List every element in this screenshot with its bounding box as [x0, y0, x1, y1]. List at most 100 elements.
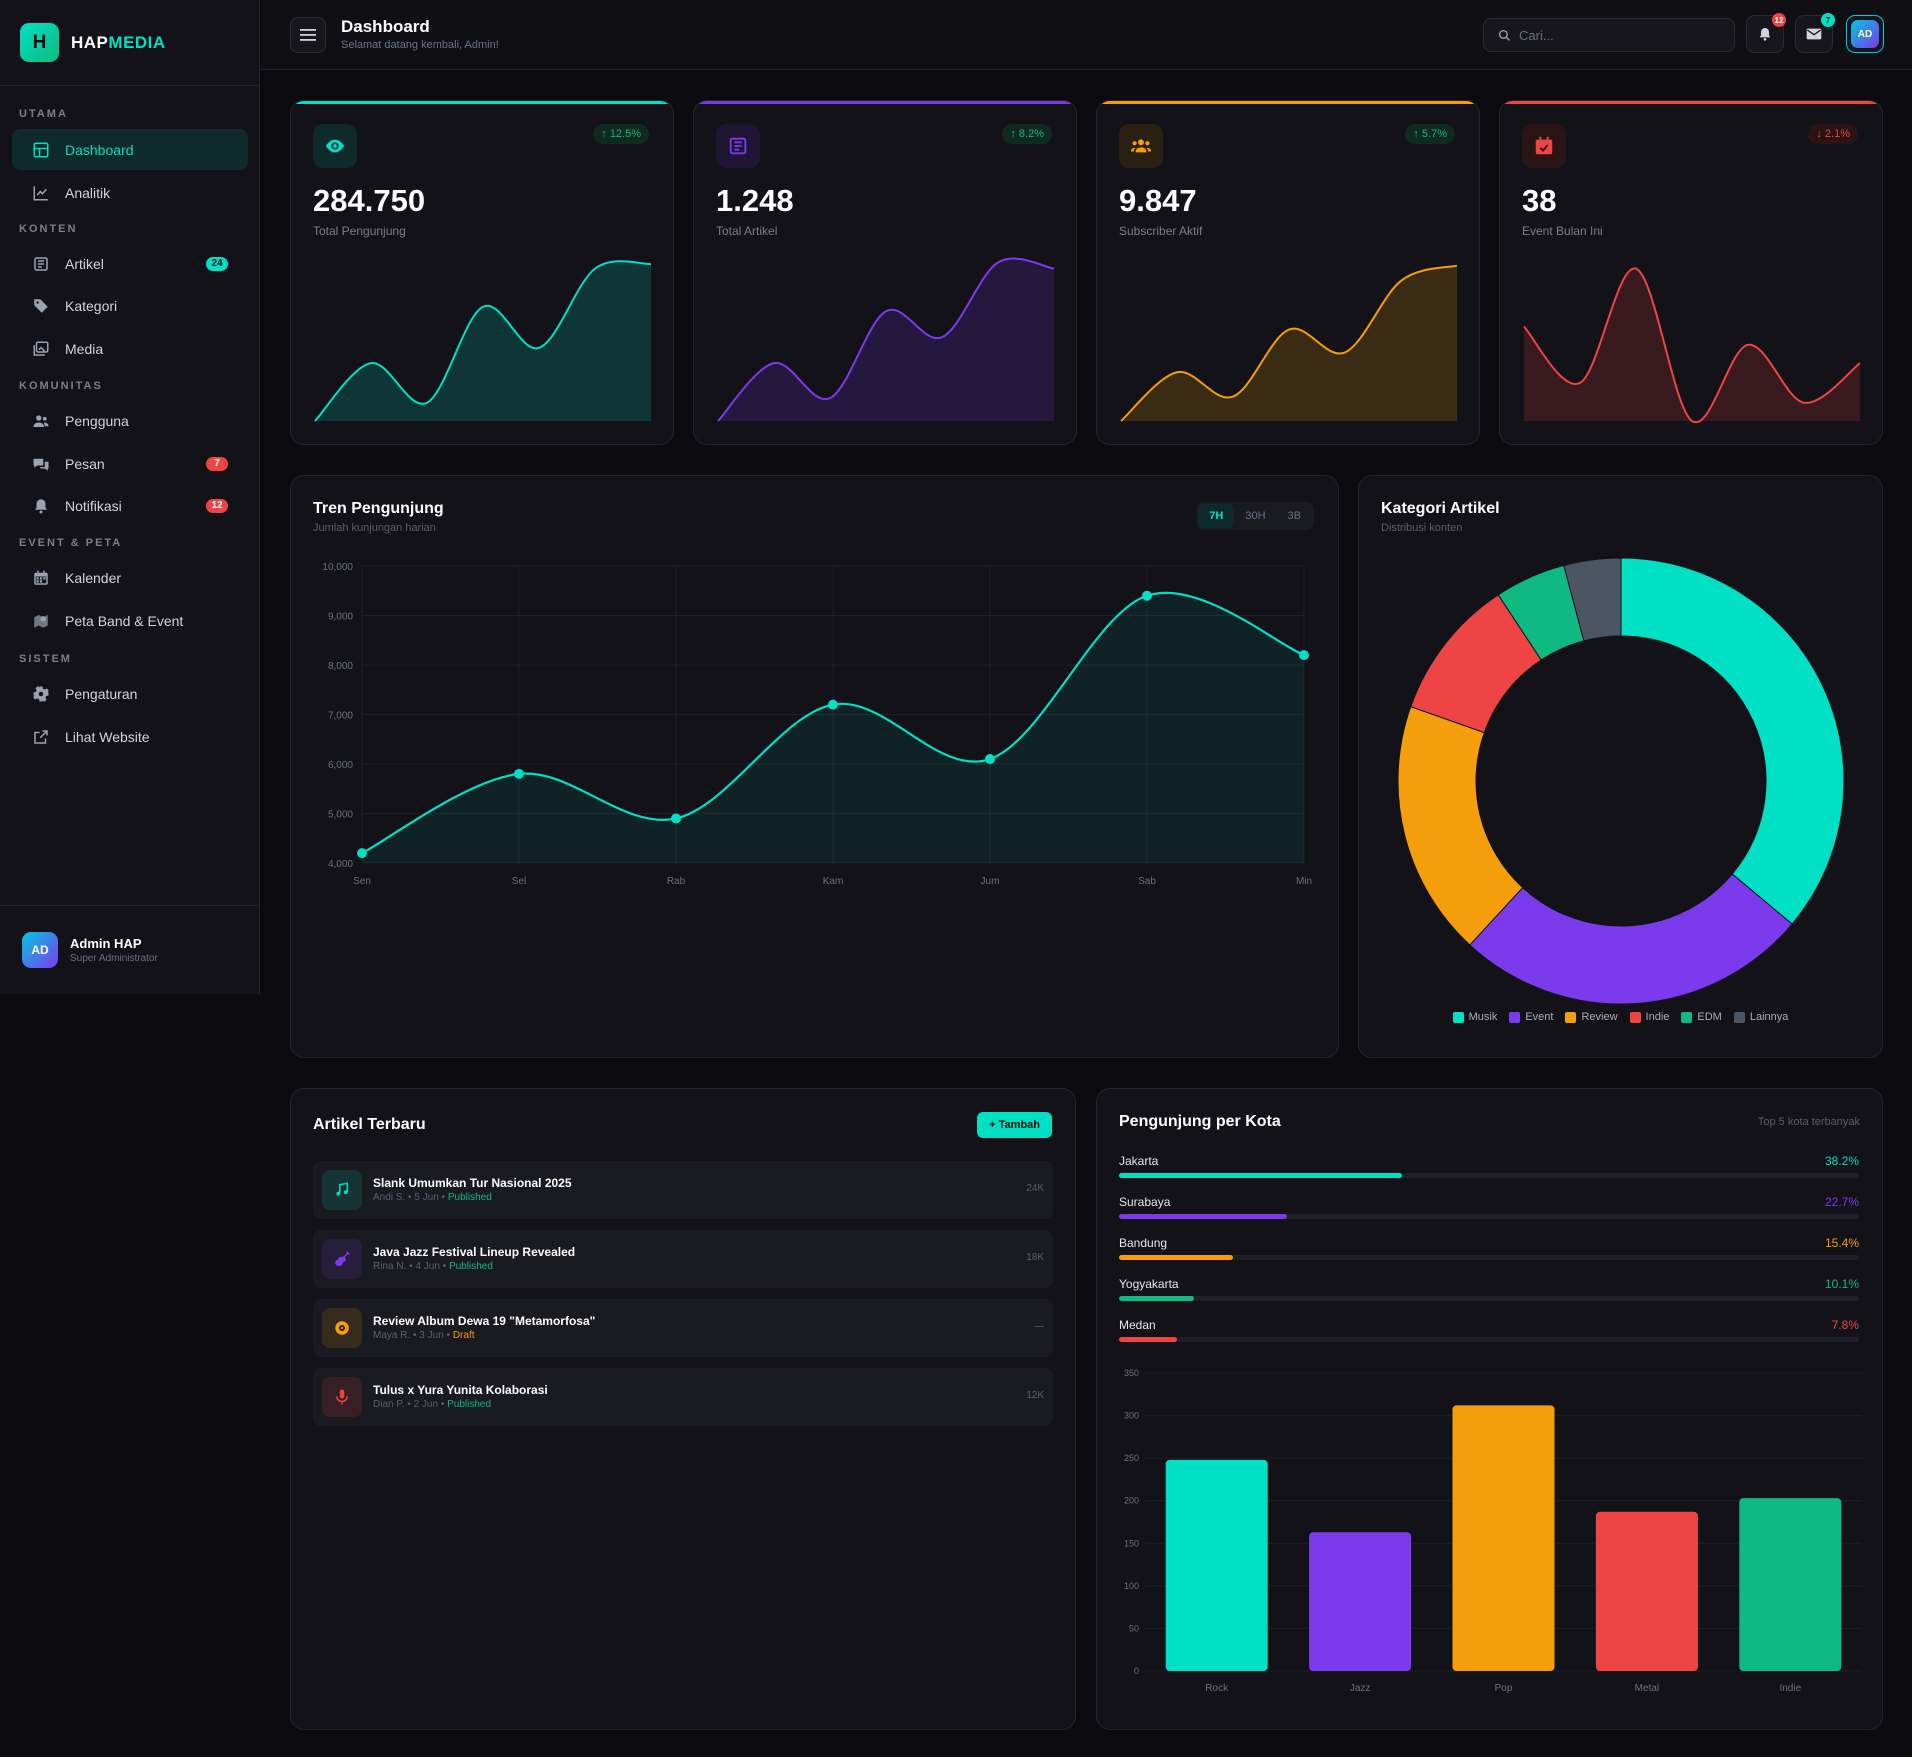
sparkline-chart [717, 257, 1055, 422]
bar-jazz [1309, 1532, 1412, 1671]
gear-icon [31, 684, 51, 704]
sidebar-item-label: Pesan [65, 455, 105, 472]
genre-bar-chart: 0 50 100 150 200 250 300 350 Rock Jazz Pop Metal Ind… [1124, 1368, 1862, 1694]
y-tick-label: 9,000 [328, 612, 353, 623]
article-row[interactable]: Slank Umumkan Tur Nasional 2025 Andi S. … [313, 1161, 1053, 1219]
range-7h-button[interactable]: 7H [1198, 504, 1235, 528]
article-views: 18K [1026, 1252, 1044, 1263]
section-sistem: SISTEM [19, 653, 72, 665]
article-title: Review Album Dewa 19 "Metamorfosa" [373, 1314, 596, 1328]
sidebar-item-label: Kategori [65, 297, 118, 314]
y-tick-label: 100 [1124, 1581, 1139, 1591]
legend-item: Lainnya [1733, 1011, 1788, 1023]
sidebar-item-label: Media [65, 340, 104, 357]
search-box[interactable] [1483, 18, 1735, 52]
donut-legend: Musik Event Review Indie EDM Lainnya [1359, 1011, 1882, 1023]
section-utama: UTAMA [19, 108, 68, 120]
sidebar-item-pengaturan[interactable]: Pengaturan [12, 673, 248, 714]
newspaper-icon [31, 254, 51, 274]
stat-value: 38 [1522, 183, 1557, 218]
menu-toggle-button[interactable] [290, 17, 326, 53]
sparkline-area [718, 258, 1054, 421]
sidebar-item-pesan[interactable]: Pesan 7 [12, 443, 248, 484]
sidebar-item-kategori[interactable]: Kategori [12, 285, 248, 326]
range-30h-button[interactable]: 30H [1245, 510, 1266, 522]
search-icon [1498, 29, 1510, 41]
legend-item: Event [1509, 1011, 1553, 1023]
avatar: AD [22, 932, 58, 968]
article-title: Java Jazz Festival Lineup Revealed [373, 1245, 576, 1259]
article-row[interactable]: Java Jazz Festival Lineup Revealed Rina … [313, 1230, 1053, 1288]
city-row: Yogyakarta 10.1% [1119, 1277, 1859, 1305]
map-icon [31, 611, 51, 631]
range-3b-button[interactable]: 3B [1287, 510, 1301, 522]
articles-card: Artikel Terbaru + Tambah Slank Umumkan T… [290, 1088, 1076, 1730]
sparkline-area [315, 261, 651, 421]
sidebar-item-analitik[interactable]: Analitik [12, 172, 248, 213]
sidebar-item-media[interactable]: Media [12, 328, 248, 369]
sparkline-line [717, 257, 1055, 422]
data-point [514, 768, 524, 779]
city-progress-track [1119, 1296, 1859, 1301]
trend-area [362, 592, 1304, 863]
section-event-peta: EVENT & PETA [19, 537, 123, 549]
sidebar-item-label: Pengguna [65, 412, 129, 429]
city-percent: 38.2% [1824, 1154, 1859, 1168]
legend-item: Review [1565, 1011, 1618, 1023]
city-row: Bandung 15.4% [1119, 1236, 1859, 1264]
sidebar-item-artikel[interactable]: Artikel 24 [12, 243, 248, 284]
sidebar-item-notifikasi[interactable]: Notifikasi 12 [12, 485, 248, 526]
sparkline-line [1523, 267, 1861, 424]
brand[interactable]: H HAPMEDIA [0, 0, 259, 86]
dashboard-icon [31, 140, 51, 160]
mail-badge: 7 [1821, 13, 1835, 27]
change-badge: ↓ 2.1% [1808, 124, 1858, 144]
city-row: Medan 7.8% [1119, 1318, 1859, 1346]
page-title: Dashboard [341, 17, 430, 36]
legend-item: EDM [1681, 1011, 1722, 1023]
city-name: Medan [1119, 1318, 1156, 1332]
search-input[interactable] [1519, 27, 1719, 43]
x-tick-label: Metal [1635, 1683, 1659, 1694]
cities-card: Pengunjung per Kota Top 5 kota terbanyak… [1096, 1088, 1883, 1730]
stat-card-artikel: ↑ 8.2% 1.248 Total Artikel [693, 100, 1077, 445]
range-selector: 7H 30H 3B [1196, 502, 1314, 530]
y-tick-label: 4,000 [328, 859, 353, 870]
avatar-button[interactable]: AD [1846, 15, 1884, 53]
chat-icon [31, 454, 51, 474]
hamburger-icon [300, 29, 316, 41]
notification-badge: 12 [1772, 13, 1786, 27]
logo-icon: H [20, 23, 59, 62]
user-profile[interactable]: AD Admin HAP Super Administrator [0, 905, 260, 994]
trend-line-chart: 4,000 5,000 6,000 7,000 8,000 9,000 10,000 Sen S… [322, 562, 1312, 887]
user-name: Admin HAP [70, 936, 142, 951]
sidebar-item-kalender[interactable]: Kalender [12, 557, 248, 598]
x-tick-label: Pop [1495, 1683, 1513, 1694]
calendar-check-icon [1522, 124, 1566, 168]
chart-line-icon [31, 183, 51, 203]
article-title: Tulus x Yura Yunita Kolaborasi [373, 1383, 548, 1397]
category-subtitle: Distribusi konten [1381, 522, 1463, 534]
category-donut-chart [1397, 557, 1845, 1005]
add-article-button[interactable]: + Tambah [977, 1112, 1052, 1138]
change-badge: ↑ 8.2% [1002, 124, 1052, 144]
article-row[interactable]: Tulus x Yura Yunita Kolaborasi Dian P. •… [313, 1368, 1053, 1426]
data-point [1142, 590, 1152, 601]
notification-button[interactable]: 12 [1746, 13, 1786, 53]
y-tick-label: 50 [1129, 1623, 1139, 1633]
cities-subtitle: Top 5 kota terbanyak [1757, 1116, 1860, 1128]
mail-button[interactable]: 7 [1795, 13, 1835, 53]
article-status: Published [447, 1192, 492, 1203]
sidebar-item-peta[interactable]: Peta Band & Event [12, 600, 248, 641]
data-point [828, 699, 838, 710]
bar-indie [1739, 1498, 1842, 1671]
music-note-icon [322, 1170, 362, 1210]
sidebar-item-pengguna[interactable]: Pengguna [12, 400, 248, 441]
sidebar-item-dashboard[interactable]: Dashboard [12, 129, 248, 170]
stat-card-pengunjung: ↑ 12.5% 284.750 Total Pengunjung [290, 100, 674, 445]
article-row[interactable]: Review Album Dewa 19 "Metamorfosa" Maya … [313, 1299, 1053, 1357]
notifikasi-count-badge: 12 [206, 498, 228, 513]
trend-subtitle: Jumlah kunjungan harian [313, 522, 436, 534]
city-progress-track [1119, 1173, 1859, 1178]
sidebar-item-lihat-website[interactable]: Lihat Website [12, 716, 248, 757]
